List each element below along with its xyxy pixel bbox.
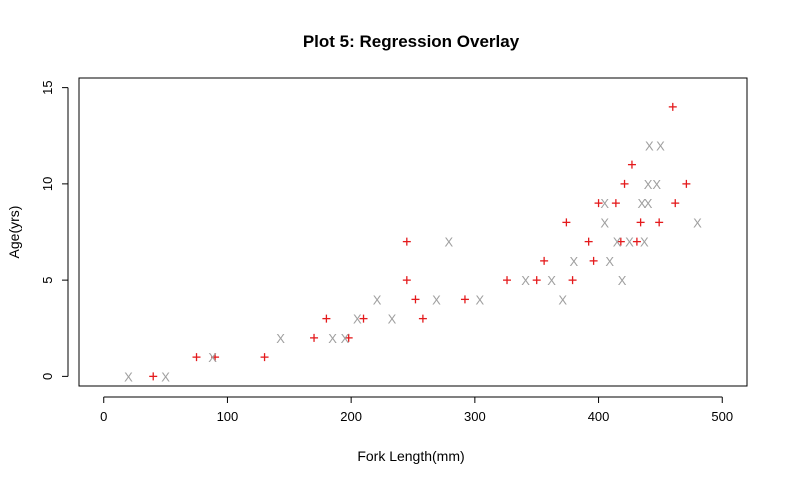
- point-x-marker: X: [558, 292, 567, 307]
- x-tick-label: 0: [100, 409, 107, 424]
- point-plus-marker: [344, 333, 353, 342]
- point-plus-marker: [594, 199, 603, 208]
- point-plus-marker: [402, 276, 411, 285]
- point-plus-marker: [611, 199, 620, 208]
- point-plus-marker: [192, 353, 201, 362]
- x-axis: 0 100 200 300 400 500: [100, 396, 733, 424]
- point-x-marker: X: [388, 312, 397, 327]
- point-plus-marker: [562, 218, 571, 227]
- point-x-marker: X: [521, 273, 530, 288]
- point-x-marker: X: [613, 235, 622, 250]
- point-x-marker: X: [640, 235, 649, 250]
- series-1: [149, 102, 691, 381]
- point-x-marker: X: [208, 350, 217, 365]
- point-x-marker: X: [432, 292, 441, 307]
- point-plus-marker: [359, 314, 368, 323]
- point-plus-marker: [211, 353, 220, 362]
- y-tick-label: 5: [40, 277, 55, 284]
- point-plus-marker: [149, 372, 158, 381]
- chart-title: Plot 5: Regression Overlay: [303, 32, 520, 51]
- point-plus-marker: [655, 218, 664, 227]
- point-plus-marker: [532, 276, 541, 285]
- point-x-marker: X: [644, 196, 653, 211]
- point-plus-marker: [636, 218, 645, 227]
- x-axis-label: Fork Length(mm): [357, 448, 464, 464]
- x-tick-label: 500: [711, 409, 733, 424]
- point-x-marker: X: [353, 312, 362, 327]
- point-x-marker: X: [161, 369, 170, 384]
- x-tick-label: 200: [340, 409, 362, 424]
- point-x-marker: X: [618, 273, 627, 288]
- y-tick-label: 0: [40, 373, 55, 380]
- point-plus-marker: [322, 314, 331, 323]
- point-x-marker: X: [341, 331, 350, 346]
- point-x-marker: X: [569, 254, 578, 269]
- point-x-marker: X: [328, 331, 337, 346]
- point-plus-marker: [402, 237, 411, 246]
- point-x-marker: X: [693, 215, 702, 230]
- y-tick-label: 15: [40, 80, 55, 94]
- x-tick-label: 400: [588, 409, 610, 424]
- point-plus-marker: [411, 295, 420, 304]
- point-x-marker: X: [124, 369, 133, 384]
- point-plus-marker: [310, 333, 319, 342]
- point-x-marker: X: [373, 292, 382, 307]
- point-x-marker: X: [547, 273, 556, 288]
- point-x-marker: X: [600, 196, 609, 211]
- point-x-marker: X: [600, 215, 609, 230]
- point-x-marker: X: [638, 196, 647, 211]
- point-plus-marker: [503, 276, 512, 285]
- point-plus-marker: [620, 179, 629, 188]
- point-x-marker: X: [652, 177, 661, 192]
- point-x-marker: X: [644, 177, 653, 192]
- point-plus-marker: [584, 237, 593, 246]
- point-plus-marker: [460, 295, 469, 304]
- y-axis-label: Age(yrs): [6, 206, 22, 259]
- point-x-marker: X: [656, 138, 665, 153]
- point-x-marker: X: [605, 254, 614, 269]
- point-plus-marker: [682, 179, 691, 188]
- point-x-marker: X: [475, 292, 484, 307]
- point-plus-marker: [260, 353, 269, 362]
- point-plus-marker: [568, 276, 577, 285]
- point-x-marker: X: [276, 331, 285, 346]
- point-x-marker: X: [625, 235, 634, 250]
- x-tick-label: 100: [217, 409, 239, 424]
- point-plus-marker: [632, 237, 641, 246]
- point-plus-marker: [627, 160, 636, 169]
- point-plus-marker: [671, 199, 680, 208]
- point-plus-marker: [589, 256, 598, 265]
- point-plus-marker: [668, 102, 677, 111]
- plot-frame: [78, 77, 748, 387]
- point-x-marker: X: [645, 138, 654, 153]
- x-tick-label: 300: [464, 409, 486, 424]
- point-x-marker: X: [445, 235, 454, 250]
- point-plus-marker: [616, 237, 625, 246]
- y-axis: 0 5 10 15: [40, 80, 69, 380]
- point-plus-marker: [418, 314, 427, 323]
- y-tick-label: 10: [40, 177, 55, 191]
- point-plus-marker: [540, 256, 549, 265]
